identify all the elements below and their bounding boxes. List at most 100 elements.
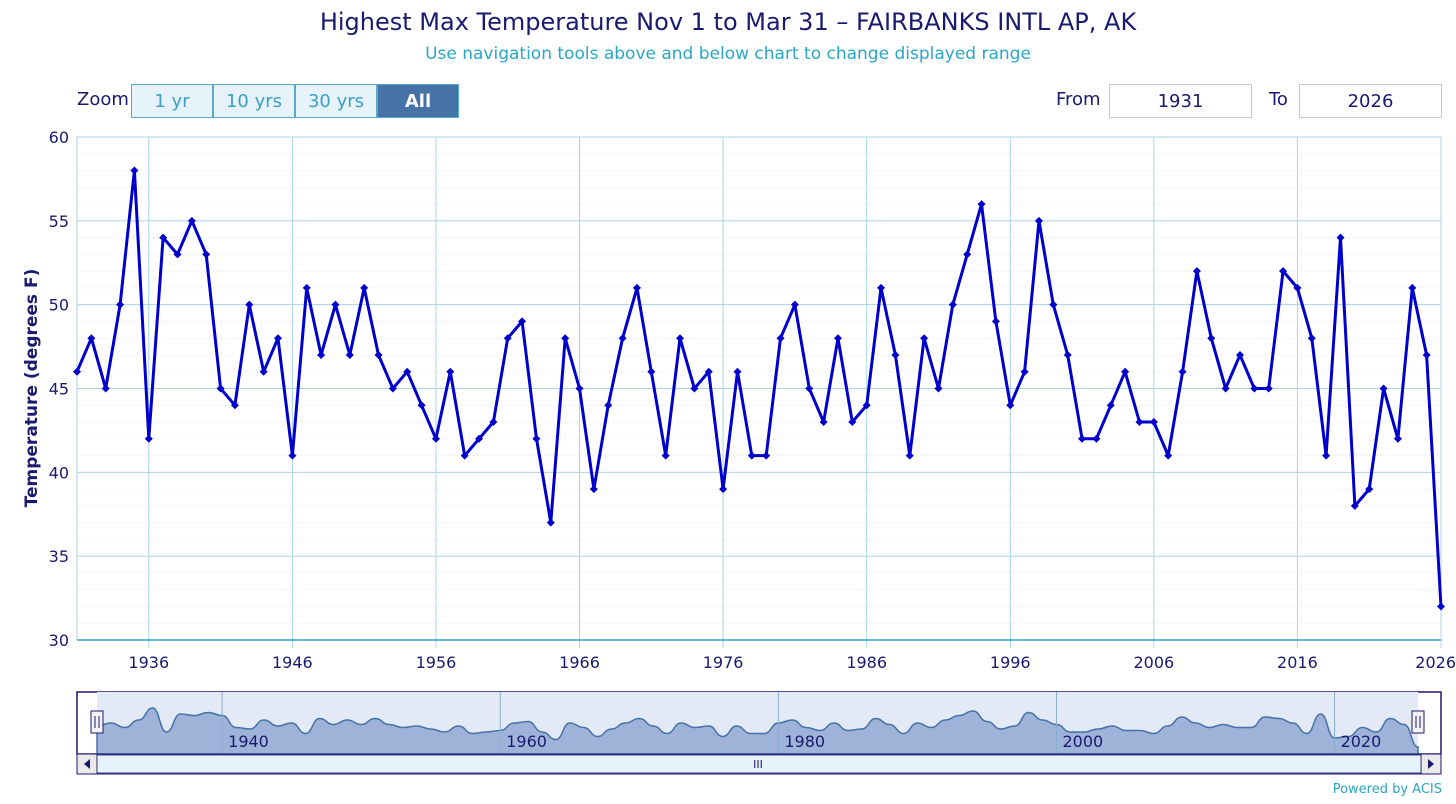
range-from-label: From <box>1056 89 1101 110</box>
data-point <box>963 250 972 259</box>
data-point <box>848 418 857 427</box>
data-point <box>948 300 957 309</box>
powered-by-credit[interactable]: Powered by ACIS <box>1332 782 1442 797</box>
navigator-right-handle[interactable] <box>1411 710 1425 734</box>
data-point <box>805 384 814 393</box>
series-line <box>75 169 1443 607</box>
x-tick-label: 2026 <box>1415 653 1456 672</box>
data-point <box>920 334 929 343</box>
data-point <box>475 434 484 443</box>
data-point <box>934 384 943 393</box>
data-point <box>877 283 886 292</box>
data-point <box>187 216 196 225</box>
data-point <box>575 384 584 393</box>
scrollbar-thumb[interactable] <box>96 754 1422 774</box>
x-tick-label: 1946 <box>272 653 313 672</box>
data-point <box>1408 283 1417 292</box>
data-point <box>719 485 728 494</box>
series-markers <box>73 166 1445 611</box>
navigator-year-label: 1960 <box>506 732 547 751</box>
data-point <box>73 367 81 376</box>
data-point <box>460 451 469 460</box>
y-tick-label: 35 <box>49 547 69 566</box>
scrollbar[interactable]: III <box>76 753 1442 775</box>
data-point <box>144 434 153 443</box>
data-point <box>905 451 914 460</box>
x-tick-label: 2006 <box>1133 653 1174 672</box>
data-point <box>589 485 598 494</box>
data-point <box>1192 267 1201 276</box>
data-point <box>302 283 311 292</box>
data-point <box>1178 367 1187 376</box>
data-point <box>274 334 283 343</box>
data-point <box>1020 367 1029 376</box>
data-point <box>431 434 440 443</box>
navigator-area <box>96 707 1419 755</box>
data-point <box>546 518 555 527</box>
x-tick-label: 1976 <box>703 653 744 672</box>
scroll-right-arrow-icon <box>1428 759 1434 769</box>
data-point <box>1264 384 1273 393</box>
data-point <box>1207 334 1216 343</box>
data-point <box>1034 216 1043 225</box>
data-point <box>345 350 354 359</box>
data-point <box>87 334 96 343</box>
data-point <box>173 250 182 259</box>
zoom-1yr-button[interactable]: 1 yr <box>131 84 213 118</box>
data-point <box>862 401 871 410</box>
data-point <box>1149 418 1158 427</box>
data-point <box>1336 233 1345 242</box>
chart-title: Highest Max Temperature Nov 1 to Mar 31 … <box>319 8 1137 36</box>
y-tick-label: 45 <box>49 380 69 399</box>
data-point <box>1135 418 1144 427</box>
range-to-input[interactable] <box>1299 84 1442 118</box>
data-point <box>747 451 756 460</box>
data-point <box>417 401 426 410</box>
data-point <box>1350 501 1359 510</box>
data-point <box>790 300 799 309</box>
data-point <box>259 367 268 376</box>
data-point <box>647 367 656 376</box>
y-tick-label: 30 <box>49 631 69 650</box>
data-point <box>1422 350 1431 359</box>
x-tick-label: 1956 <box>416 653 457 672</box>
data-point <box>489 418 498 427</box>
major-grid <box>76 136 1442 648</box>
data-point <box>130 166 139 175</box>
navigator[interactable]: 1940 1960 1980 2000 2020 <box>76 691 1442 755</box>
y-tick-label: 55 <box>49 212 69 231</box>
scroll-left-arrow-icon <box>84 759 90 769</box>
zoom-10yrs-button[interactable]: 10 yrs <box>213 84 295 118</box>
data-point <box>1121 367 1130 376</box>
range-to-label: To <box>1269 89 1288 110</box>
data-point <box>604 401 613 410</box>
data-point <box>1235 350 1244 359</box>
data-point <box>245 300 254 309</box>
data-point <box>776 334 785 343</box>
x-tick-label: 1986 <box>846 653 887 672</box>
x-axis-ticks: 1936 1946 1956 1966 1976 1986 1996 2006 2016 2026 <box>128 653 1456 672</box>
data-point <box>230 401 239 410</box>
data-point <box>1322 451 1331 460</box>
scrollbar-grip: III <box>753 758 763 771</box>
data-point <box>733 367 742 376</box>
navigator-left-handle[interactable] <box>90 710 104 734</box>
data-point <box>1092 434 1101 443</box>
x-tick-label: 1966 <box>559 653 600 672</box>
zoom-all-button[interactable]: All <box>377 84 459 118</box>
navigator-grid <box>221 692 1336 754</box>
y-axis-label: Temperature (degrees F) <box>22 269 42 508</box>
data-point <box>116 300 125 309</box>
data-point <box>331 300 340 309</box>
x-tick-label: 1936 <box>128 653 169 672</box>
data-point <box>819 418 828 427</box>
zoom-30yrs-button[interactable]: 30 yrs <box>295 84 377 118</box>
data-point <box>1164 451 1173 460</box>
zoom-label: Zoom <box>77 89 129 110</box>
data-point <box>1437 602 1445 611</box>
range-from-input[interactable] <box>1109 84 1252 118</box>
data-point <box>1063 350 1072 359</box>
minor-grid <box>77 153 1441 624</box>
data-point <box>388 384 397 393</box>
chart-subtitle: Use navigation tools above and below cha… <box>425 44 1031 64</box>
